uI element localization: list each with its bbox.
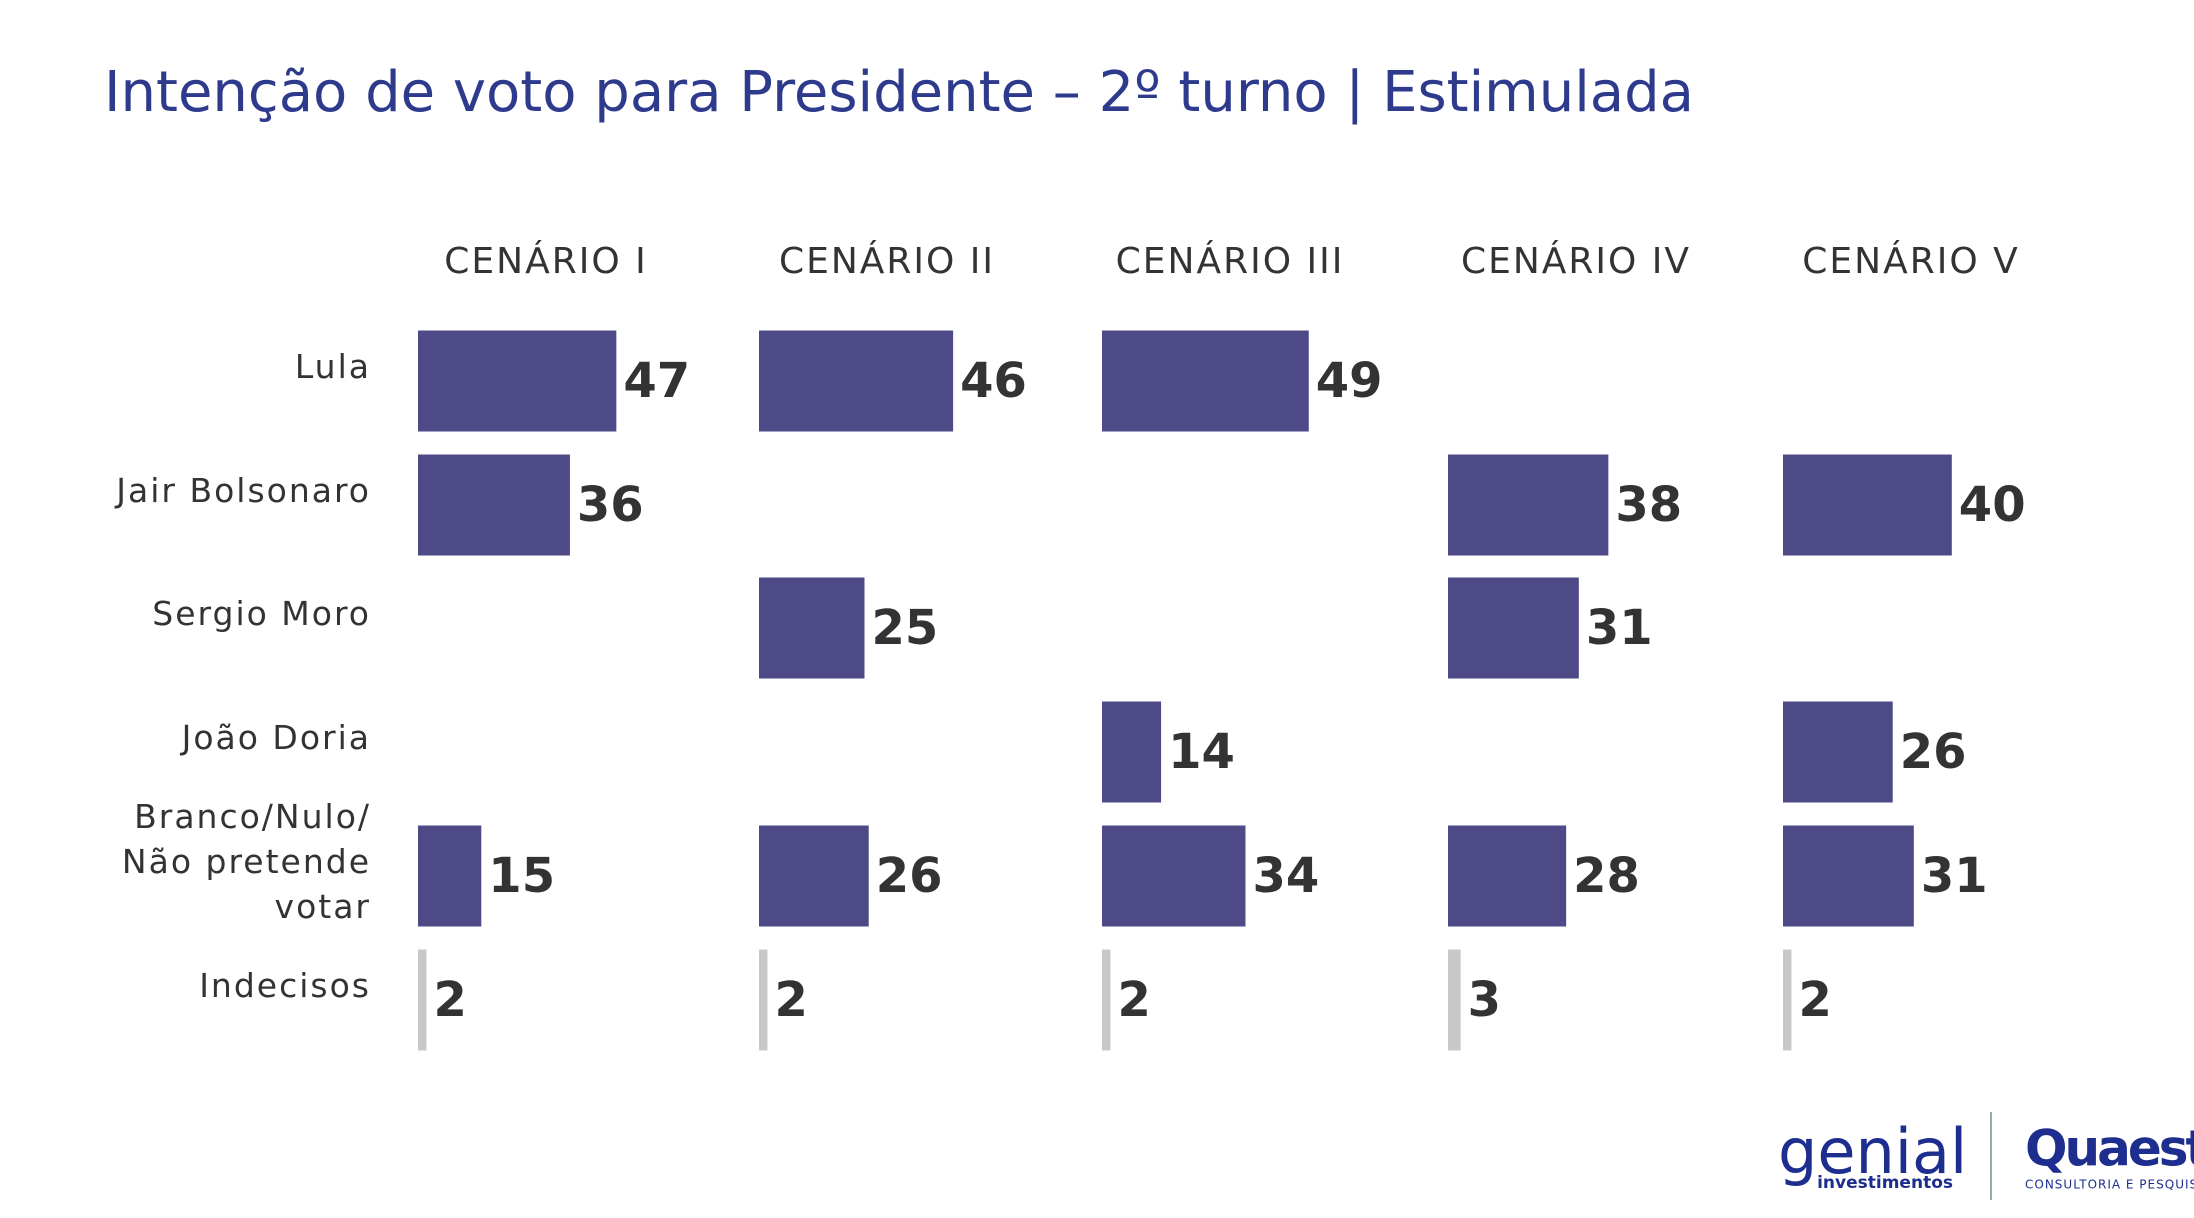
panel-title: CENÁRIO I <box>444 240 647 282</box>
row-label: João Doria <box>181 717 371 757</box>
bar <box>1783 701 1893 803</box>
bar <box>1102 330 1309 432</box>
bar <box>418 454 570 556</box>
row-label: Sergio Moro <box>152 593 371 633</box>
bar <box>418 825 482 927</box>
bar <box>1783 825 1914 927</box>
bar <box>1102 701 1162 803</box>
quaest-logo: Quaest <box>2025 1120 2194 1178</box>
value-label: 31 <box>1921 848 1988 904</box>
quaest-sub: CONSULTORIA E PESQUISA <box>2025 1178 2194 1192</box>
value-label: 2 <box>1117 972 1150 1028</box>
bar <box>759 330 954 432</box>
value-label: 2 <box>1798 972 1831 1028</box>
bar <box>1448 825 1567 927</box>
value-label: 26 <box>876 848 943 904</box>
value-label: 28 <box>1573 848 1640 904</box>
value-label: 25 <box>872 600 939 656</box>
value-label: 46 <box>960 353 1027 409</box>
bar <box>1102 825 1246 927</box>
bar <box>418 330 617 432</box>
bar <box>759 825 869 927</box>
bar <box>1448 454 1609 556</box>
value-label: 2 <box>774 972 807 1028</box>
bar <box>1783 949 1792 1051</box>
value-label: 15 <box>488 848 555 904</box>
value-label: 36 <box>577 477 644 533</box>
value-label: 26 <box>1900 724 1967 780</box>
panel-title: CENÁRIO V <box>1802 240 2019 282</box>
bar <box>759 949 768 1051</box>
value-label: 34 <box>1252 848 1319 904</box>
panel-title: CENÁRIO IV <box>1461 240 1691 282</box>
value-label: 14 <box>1168 724 1235 780</box>
chart-title: Intenção de voto para Presidente – 2º tu… <box>104 60 1694 125</box>
row-label: Branco/Nulo/ Não pretende votar <box>121 796 371 926</box>
bar <box>1448 949 1461 1051</box>
bar <box>759 577 865 679</box>
value-label: 2 <box>433 972 466 1028</box>
genial-logo: genial <box>1778 1115 1967 1188</box>
bar <box>1448 577 1579 679</box>
panel-title: CENÁRIO II <box>779 240 995 282</box>
value-label: 38 <box>1615 477 1682 533</box>
value-label: 47 <box>623 353 690 409</box>
bar <box>418 949 427 1051</box>
genial-sub: investimentos <box>1817 1173 1953 1193</box>
bar <box>1783 454 1952 556</box>
row-label: Lula <box>294 346 371 386</box>
row-label: Indecisos <box>199 965 371 1005</box>
bar <box>1102 949 1111 1051</box>
value-label: 31 <box>1586 600 1653 656</box>
row-label: Jair Bolsonaro <box>116 470 371 510</box>
value-label: 49 <box>1316 353 1383 409</box>
value-label: 3 <box>1468 972 1501 1028</box>
panel-title: CENÁRIO III <box>1116 240 1345 282</box>
value-label: 40 <box>1959 477 2026 533</box>
